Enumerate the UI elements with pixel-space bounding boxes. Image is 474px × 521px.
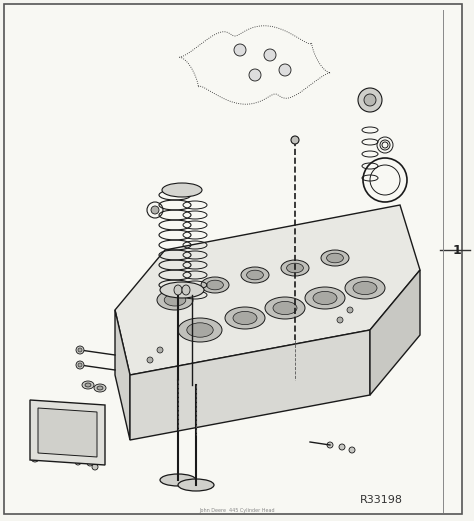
Ellipse shape <box>246 270 264 280</box>
Circle shape <box>264 49 276 61</box>
Circle shape <box>76 361 84 369</box>
Ellipse shape <box>97 386 103 390</box>
Circle shape <box>339 444 345 450</box>
Circle shape <box>75 459 81 465</box>
Circle shape <box>358 88 382 112</box>
Ellipse shape <box>305 287 345 309</box>
Circle shape <box>31 401 39 409</box>
Ellipse shape <box>164 294 186 306</box>
Circle shape <box>347 307 353 313</box>
Circle shape <box>291 136 299 144</box>
Ellipse shape <box>178 479 214 491</box>
Circle shape <box>364 94 376 106</box>
Ellipse shape <box>233 312 257 325</box>
Circle shape <box>234 44 246 56</box>
Circle shape <box>96 456 104 464</box>
Text: R33198: R33198 <box>360 495 403 505</box>
Ellipse shape <box>313 291 337 305</box>
Polygon shape <box>130 330 370 440</box>
Ellipse shape <box>327 253 343 263</box>
Ellipse shape <box>157 290 193 310</box>
Ellipse shape <box>273 302 297 315</box>
Ellipse shape <box>160 282 204 298</box>
Polygon shape <box>38 408 97 457</box>
Circle shape <box>327 442 333 448</box>
Ellipse shape <box>82 381 94 389</box>
Circle shape <box>147 357 153 363</box>
Circle shape <box>349 447 355 453</box>
Text: John Deere  445 Cylinder Head: John Deere 445 Cylinder Head <box>199 508 275 513</box>
Ellipse shape <box>201 277 229 293</box>
Ellipse shape <box>281 260 309 276</box>
Circle shape <box>157 347 163 353</box>
Text: 1: 1 <box>453 243 462 256</box>
Circle shape <box>78 348 82 352</box>
Ellipse shape <box>225 307 265 329</box>
Ellipse shape <box>241 267 269 283</box>
Ellipse shape <box>207 280 223 290</box>
Ellipse shape <box>345 277 385 299</box>
Ellipse shape <box>187 323 213 337</box>
Circle shape <box>96 406 104 414</box>
Circle shape <box>31 454 39 462</box>
Circle shape <box>78 363 82 367</box>
Ellipse shape <box>321 250 349 266</box>
Polygon shape <box>370 270 420 395</box>
Ellipse shape <box>178 318 222 342</box>
Circle shape <box>249 69 261 81</box>
Circle shape <box>151 206 159 214</box>
Ellipse shape <box>182 285 190 295</box>
Ellipse shape <box>162 183 202 197</box>
Circle shape <box>87 460 93 466</box>
Circle shape <box>279 64 291 76</box>
Ellipse shape <box>160 474 196 486</box>
Ellipse shape <box>94 384 106 392</box>
Ellipse shape <box>174 285 182 295</box>
Ellipse shape <box>265 297 305 319</box>
Circle shape <box>76 346 84 354</box>
Circle shape <box>92 464 98 470</box>
Ellipse shape <box>353 281 377 294</box>
Polygon shape <box>115 205 420 375</box>
Ellipse shape <box>85 383 91 387</box>
Circle shape <box>337 317 343 323</box>
Polygon shape <box>115 310 130 440</box>
Ellipse shape <box>287 263 303 273</box>
Polygon shape <box>30 400 105 465</box>
